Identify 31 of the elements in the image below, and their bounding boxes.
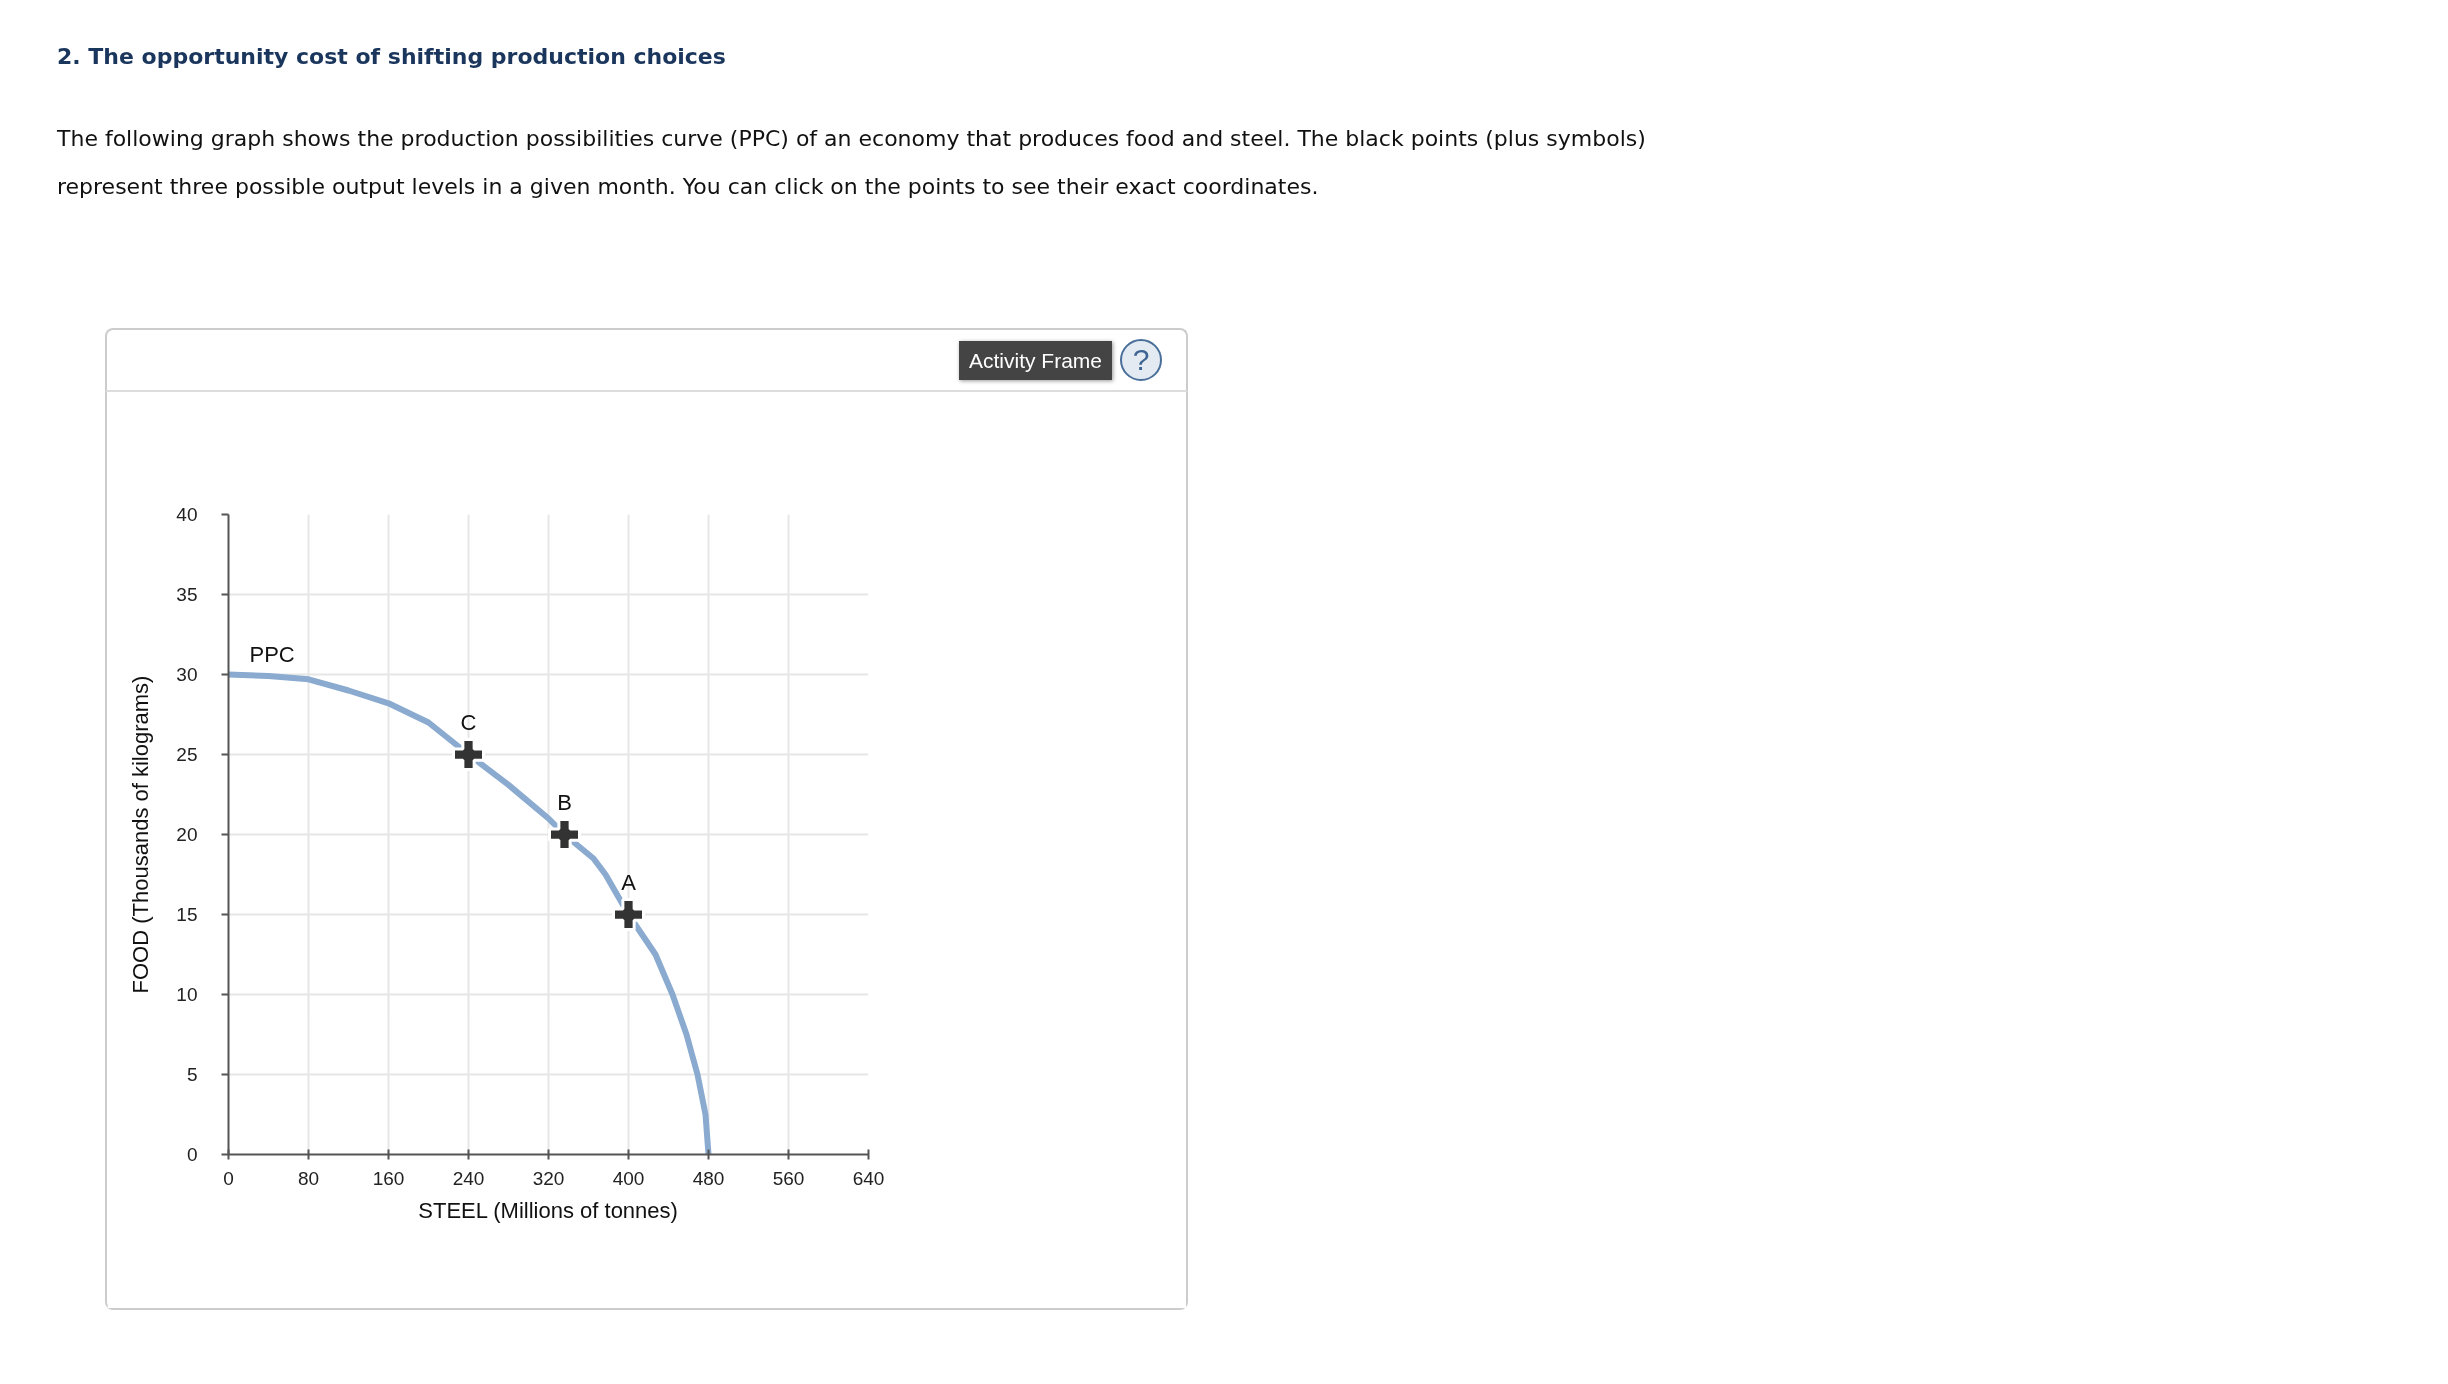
x-tick-label: 80 — [297, 1167, 320, 1189]
point — [548, 818, 581, 851]
x-axis-title: STEEL (Millions of tonnes) — [418, 1197, 678, 1223]
x-tick-label: 0 — [223, 1167, 234, 1189]
y-tick-label: 15 — [176, 904, 198, 925]
y-tick-label: 40 — [176, 504, 198, 525]
y-axis-title: FOOD (Thousands of kilograms) — [128, 675, 154, 994]
text: ? — [1120, 339, 1162, 381]
y-tick-label: 20 — [176, 824, 198, 845]
y-tick-label: 35 — [176, 584, 198, 605]
series-label: PPC — [249, 642, 295, 667]
text: Activity Frame — [958, 340, 1112, 380]
x-tick-label: 640 — [852, 1167, 885, 1189]
annotation: C — [460, 709, 477, 735]
y-tick-label: 0 — [186, 1144, 198, 1165]
point — [612, 898, 645, 931]
annotation: B — [557, 789, 572, 815]
chart-subtitle: The following graph shows the production possibilities curve (PPC) of an economy that produces food and steel. The black points (plus symbols) represent three possible output levels in a given month. You can click on the points to see their exact coordinates. — [57, 125, 1646, 201]
x-tick-label: 480 — [692, 1167, 725, 1189]
x-tick-label: 400 — [612, 1167, 645, 1189]
point — [452, 738, 485, 771]
y-tick-label: 5 — [186, 1064, 198, 1085]
y-tick-label: 25 — [176, 744, 198, 765]
chart-title: 2. The opportunity cost of shifting production choices — [57, 43, 726, 71]
y-tick-label: 10 — [176, 984, 198, 1005]
annotation: A — [621, 869, 637, 895]
x-tick-label: 240 — [452, 1167, 485, 1189]
x-tick-label: 320 — [532, 1167, 565, 1189]
x-tick-label: 560 — [772, 1167, 805, 1189]
y-tick-label: 30 — [176, 664, 198, 685]
x-tick-label: 160 — [372, 1167, 405, 1189]
